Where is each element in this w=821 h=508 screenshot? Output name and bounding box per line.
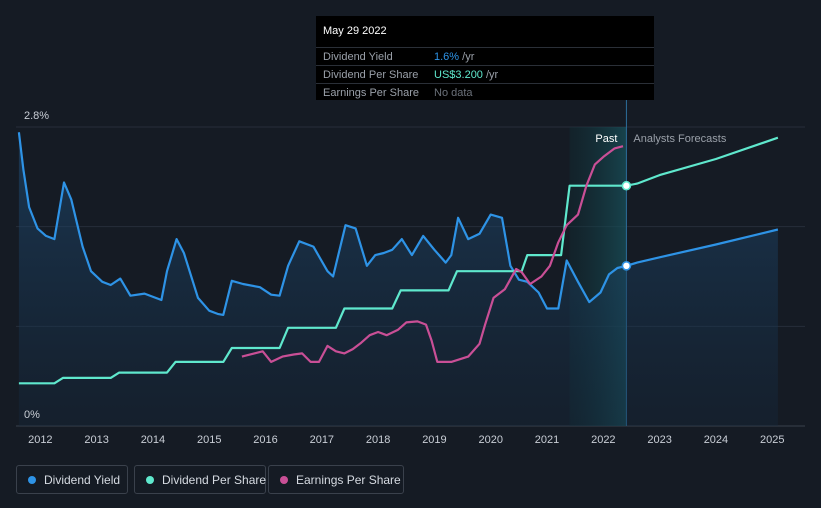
tooltip-row-dividend-per-share: Dividend Per Share US$3.200 /yr [316, 65, 654, 84]
dividend-yield-area [18, 132, 778, 427]
dividend-yield-line [17, 132, 627, 316]
tooltip-date: May 29 2022 [323, 25, 387, 37]
earnings-per-share-line [241, 145, 624, 363]
legend-dot-icon [146, 476, 154, 484]
tooltip-value: 1.6% /yr [434, 51, 475, 63]
tooltip-label: Earnings Per Share [323, 87, 419, 99]
x-tick-label: 2016 [253, 434, 277, 446]
y-axis-max-label: 2.8% [24, 110, 49, 122]
tooltip-row-dividend-yield: Dividend Yield 1.6% /yr [316, 47, 654, 66]
legend-dot-icon [28, 476, 36, 484]
tooltip-value: US$3.200 /yr [434, 69, 499, 81]
x-tick-label: 2021 [535, 434, 559, 446]
dividend-per-share-line [18, 184, 627, 385]
tooltip-label: Dividend Yield [323, 51, 393, 63]
tooltip-row-earnings-per-share: Earnings Per Share No data [316, 83, 654, 102]
legend-label: Earnings Per Share [296, 473, 401, 487]
x-tick-label: 2024 [704, 434, 728, 446]
x-tick-label: 2025 [760, 434, 784, 446]
legend-dot-icon [280, 476, 288, 484]
x-tick-label: 2020 [478, 434, 502, 446]
dividend-per-share-marker [621, 180, 632, 191]
past-label: Past [595, 133, 617, 145]
legend-label: Dividend Per Share [162, 473, 267, 487]
tooltip-value: No data [434, 87, 473, 99]
legend-item-dividend-yield[interactable]: Dividend Yield [16, 465, 128, 494]
dividend-per-share-forecast-line [626, 136, 779, 187]
x-tick-label: 2015 [197, 434, 221, 446]
x-tick-label: 2017 [310, 434, 334, 446]
legend-label: Dividend Yield [44, 473, 121, 487]
dividend-yield-marker [621, 261, 632, 271]
tooltip-label: Dividend Per Share [323, 69, 419, 81]
x-tick-label: 2013 [84, 434, 108, 446]
y-axis-min-label: 0% [24, 409, 40, 421]
forecast-label: Analysts Forecasts [633, 133, 726, 145]
dividend-yield-forecast-line [626, 228, 779, 267]
x-tick-label: 2018 [366, 434, 390, 446]
x-tick-label: 2019 [422, 434, 446, 446]
x-tick-label: 2022 [591, 434, 615, 446]
x-tick-label: 2012 [28, 434, 52, 446]
x-tick-label: 2023 [647, 434, 671, 446]
x-tick-label: 2014 [141, 434, 165, 446]
legend-item-earnings-per-share[interactable]: Earnings Per Share [268, 465, 404, 494]
tooltip: May 29 2022 Dividend Yield 1.6% /yr Divi… [316, 16, 654, 100]
legend-item-dividend-per-share[interactable]: Dividend Per Share [134, 465, 266, 494]
